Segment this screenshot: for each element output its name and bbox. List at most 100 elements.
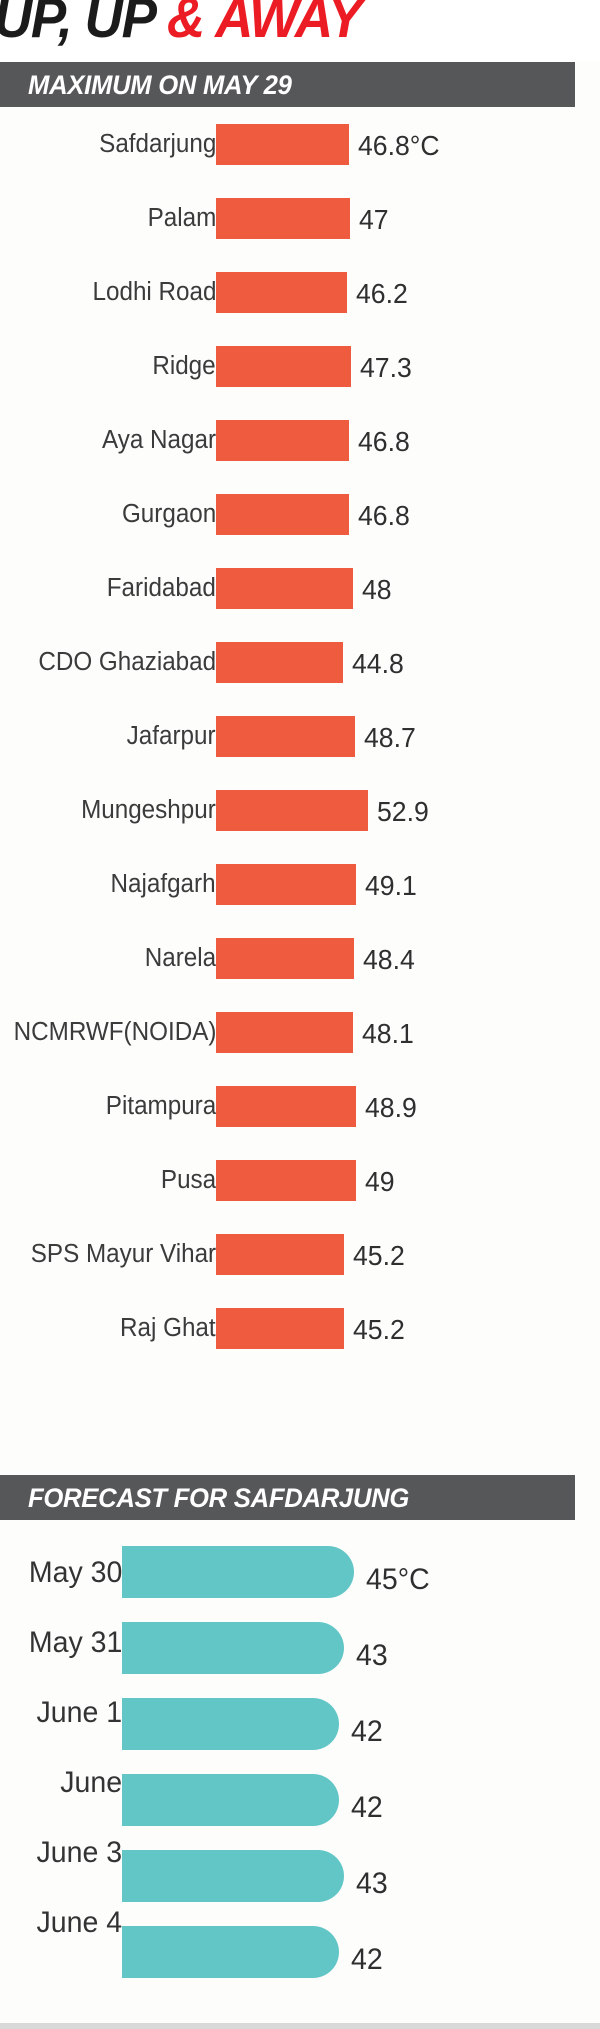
temperature-bar	[216, 1308, 344, 1349]
table-row: Faridabad 48	[0, 551, 600, 625]
temperature-value: 46.2	[356, 278, 408, 309]
forecast-bar	[122, 1850, 344, 1902]
section-header-maximum-label: MAXIMUM ON MAY 29	[28, 70, 292, 100]
list-item: June 4 42	[0, 1906, 600, 1990]
temperature-bar	[216, 568, 353, 609]
station-label: Faridabad	[106, 574, 216, 602]
table-row: SPS Mayur Vihar 45.2	[0, 1217, 600, 1291]
temperature-value: 46.8	[358, 500, 410, 531]
temperature-value: 44.8	[352, 648, 404, 679]
table-row: Safdarjung 46.8°C	[0, 107, 600, 181]
maximum-chart: Safdarjung 46.8°C Palam 47 Lodhi Road 46.2 Rid…	[0, 107, 600, 1365]
temperature-value: 46.8	[358, 426, 410, 457]
forecast-value: 42	[351, 1791, 383, 1824]
temperature-value: 47.3	[360, 352, 412, 383]
forecast-bar	[122, 1622, 344, 1674]
temperature-value: 52.9	[377, 796, 429, 827]
temperature-value: 48.7	[364, 722, 416, 753]
list-item: May 31 43	[0, 1610, 600, 1686]
section-header-forecast-label: FORECAST FOR SAFDARJUNG	[28, 1483, 410, 1513]
temperature-value: 45.2	[353, 1240, 405, 1271]
temperature-value: 49.1	[365, 870, 417, 901]
list-item: May 30 45°C	[0, 1534, 600, 1610]
temperature-bar	[216, 198, 350, 239]
temperature-value: 47	[359, 204, 389, 235]
title-part-black: UP, UP	[0, 0, 167, 50]
station-label: Palam	[147, 204, 216, 232]
temperature-bar	[216, 272, 347, 313]
table-row: CDO Ghaziabad 44.8	[0, 625, 600, 699]
station-label: Jafarpur	[127, 722, 216, 750]
station-label: Narela	[144, 944, 216, 972]
forecast-date-label: June 4	[36, 1906, 122, 1939]
station-label: Pitampura	[105, 1092, 216, 1120]
forecast-date-label: May 30	[28, 1556, 122, 1589]
station-label: Safdarjung	[98, 130, 216, 158]
station-label: Mungeshpur	[81, 796, 216, 824]
station-label: Raj Ghat	[120, 1314, 216, 1342]
table-row: Palam 47	[0, 181, 600, 255]
temperature-value: 48	[362, 574, 392, 605]
temperature-value: 49	[365, 1166, 395, 1197]
station-label: Ridge	[152, 352, 216, 380]
forecast-date-label: June 3	[36, 1836, 122, 1869]
table-row: Najafgarh 49.1	[0, 847, 600, 921]
temperature-bar	[216, 864, 356, 905]
title-text-line: UP, UP & AWAY	[0, 0, 363, 50]
bottom-divider	[0, 2023, 600, 2029]
table-row: Gurgaon 46.8	[0, 477, 600, 551]
station-label: CDO Ghaziabad	[38, 648, 216, 676]
station-label: Pusa	[160, 1166, 216, 1194]
station-label: Aya Nagar	[101, 426, 216, 454]
temperature-bar	[216, 420, 349, 461]
temperature-value: 46.8°C	[358, 130, 440, 161]
section-header-maximum: MAXIMUM ON MAY 29	[0, 62, 575, 107]
table-row: Mungeshpur 52.9	[0, 773, 600, 847]
forecast-value: 42	[351, 1715, 383, 1748]
section-header-forecast: FORECAST FOR SAFDARJUNG	[0, 1475, 575, 1520]
temperature-value: 48.9	[365, 1092, 417, 1123]
temperature-bar	[216, 642, 343, 683]
station-label: NCMRWF(NOIDA)	[13, 1018, 216, 1046]
list-item: June 1 42	[0, 1686, 600, 1762]
forecast-date-label: May 31	[28, 1626, 122, 1659]
title-part-red: & AWAY	[166, 0, 363, 50]
table-row: Raj Ghat 45.2	[0, 1291, 600, 1365]
forecast-value: 42	[351, 1943, 383, 1976]
forecast-value: 43	[356, 1639, 388, 1672]
temperature-bar	[216, 716, 355, 757]
station-label: Gurgaon	[121, 500, 216, 528]
table-row: Lodhi Road 46.2	[0, 255, 600, 329]
list-item: June 3 43	[0, 1836, 600, 1914]
table-row: Pusa 49	[0, 1143, 600, 1217]
page-title: UP, UP & AWAY	[0, 0, 600, 62]
table-row: NCMRWF(NOIDA) 48.1	[0, 995, 600, 1069]
table-row: Narela 48.4	[0, 921, 600, 995]
forecast-chart: May 30 45°C May 31 43 June 1 42 June 42 June 3 43…	[0, 1534, 600, 1990]
forecast-bar	[122, 1926, 339, 1978]
table-row: Jafarpur 48.7	[0, 699, 600, 773]
forecast-date-label: June 1	[36, 1696, 122, 1729]
table-row: Aya Nagar 46.8	[0, 403, 600, 477]
temperature-bar	[216, 1012, 353, 1053]
temperature-value: 48.4	[363, 944, 415, 975]
forecast-value: 45°C	[366, 1563, 430, 1596]
forecast-bar	[122, 1774, 339, 1826]
table-row: Pitampura 48.9	[0, 1069, 600, 1143]
temperature-bar	[216, 1160, 356, 1201]
station-label: Najafgarh	[110, 870, 216, 898]
table-row: Ridge 47.3	[0, 329, 600, 403]
forecast-date-label: June	[60, 1766, 122, 1799]
station-label: Lodhi Road	[92, 278, 216, 306]
forecast-bar	[122, 1698, 339, 1750]
temperature-value: 45.2	[353, 1314, 405, 1345]
station-label: SPS Mayur Vihar	[30, 1240, 216, 1268]
forecast-value: 43	[356, 1867, 388, 1900]
list-item: June 42	[0, 1762, 600, 1838]
forecast-bar	[122, 1546, 354, 1598]
temperature-bar	[216, 124, 349, 165]
temperature-value: 48.1	[362, 1018, 414, 1049]
temperature-bar	[216, 938, 354, 979]
temperature-bar	[216, 1086, 356, 1127]
